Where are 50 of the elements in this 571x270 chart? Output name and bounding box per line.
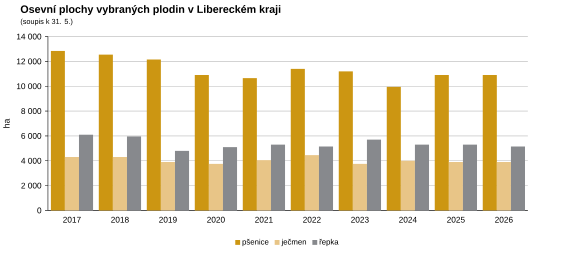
x-tick-label: 2017 xyxy=(63,216,81,223)
x-tick-label: 2023 xyxy=(351,216,369,223)
x-tick-label: 2019 xyxy=(159,216,177,223)
bar xyxy=(414,144,430,210)
bar xyxy=(352,164,367,210)
y-tick-label: 8 000 xyxy=(21,108,42,114)
x-tick-label: 2026 xyxy=(495,216,513,223)
bar xyxy=(64,157,79,210)
bar xyxy=(222,147,238,210)
y-tick-label: 12 000 xyxy=(16,58,42,64)
bar xyxy=(160,162,175,210)
bar xyxy=(338,71,353,210)
bar xyxy=(208,164,223,210)
bar xyxy=(50,50,65,210)
bar xyxy=(482,75,497,210)
bar xyxy=(366,140,382,210)
bar xyxy=(174,150,190,210)
x-tick-label: 2024 xyxy=(399,216,417,223)
bar xyxy=(510,146,526,210)
bar xyxy=(462,144,478,210)
y-tick-label: 6 000 xyxy=(21,132,42,139)
bar xyxy=(78,134,94,210)
bar xyxy=(270,144,286,210)
bar xyxy=(496,162,511,210)
x-tick-label: 2018 xyxy=(111,216,129,223)
y-tick-label: 10 000 xyxy=(16,83,42,90)
x-tick-label: 2021 xyxy=(255,216,273,223)
bar xyxy=(400,160,415,210)
bar xyxy=(448,162,463,210)
x-tick-label: 2020 xyxy=(207,216,225,223)
bar xyxy=(194,75,209,210)
bar xyxy=(242,78,257,210)
bar xyxy=(290,68,305,210)
bar xyxy=(318,146,334,210)
bar xyxy=(112,157,127,210)
y-tick-label: 0 xyxy=(37,208,42,214)
bar xyxy=(256,160,271,210)
x-tick-label: 2022 xyxy=(303,216,321,223)
bar xyxy=(146,60,161,210)
y-axis-title: ha xyxy=(3,118,10,128)
bar xyxy=(386,86,401,210)
y-tick-label: 14 000 xyxy=(16,34,42,40)
x-tick-label: 2025 xyxy=(447,216,465,223)
bar xyxy=(304,155,319,210)
y-tick-label: 2 000 xyxy=(21,182,42,188)
bar xyxy=(98,54,113,210)
bar xyxy=(434,75,449,210)
chart-title: Osevní plochy vybraných plodin v Libereckém kraji xyxy=(20,5,280,16)
bar xyxy=(126,136,142,210)
y-tick-label: 4 000 xyxy=(21,158,42,164)
